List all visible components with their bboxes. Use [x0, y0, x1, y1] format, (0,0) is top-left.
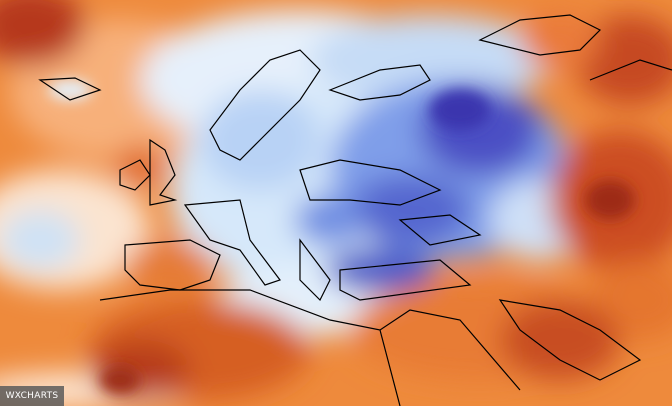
- anomaly-detail: [48, 80, 635, 394]
- coastlines: [38, 14, 672, 406]
- watermark: WXCHARTS: [0, 386, 64, 406]
